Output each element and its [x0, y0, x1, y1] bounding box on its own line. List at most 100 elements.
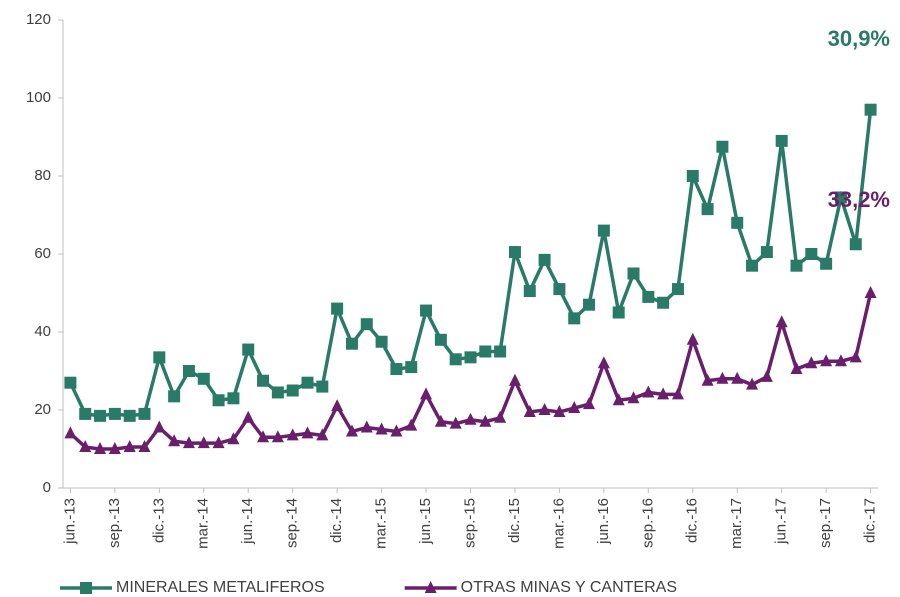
data-point: [864, 103, 877, 116]
y-tick-label: 40: [34, 323, 51, 340]
data-point: [612, 306, 625, 319]
x-tick-label: jun.-17: [773, 498, 790, 545]
data-point: [138, 407, 151, 420]
data-point: [182, 436, 195, 449]
data-point: [657, 387, 670, 400]
data-point: [64, 376, 77, 389]
data-point: [686, 332, 699, 345]
x-tick-label: sep.-14: [284, 498, 301, 548]
data-point: [553, 283, 566, 296]
data-point: [168, 390, 181, 403]
data-point: [612, 393, 625, 406]
data-point: [434, 333, 447, 346]
x-tick-label: mar.-17: [728, 498, 745, 549]
data-point: [731, 216, 744, 229]
data-point: [731, 371, 744, 384]
data-point: [775, 134, 788, 147]
data-point: [494, 345, 507, 358]
data-point: [227, 392, 240, 405]
data-point: [123, 440, 136, 453]
data-point: [790, 259, 803, 272]
data-point: [686, 170, 699, 182]
data-point: [834, 191, 847, 204]
data-point: [597, 224, 610, 237]
data-point: [464, 351, 477, 364]
data-point: [538, 403, 551, 415]
data-point: [805, 356, 818, 369]
data-point: [627, 391, 640, 404]
data-point: [508, 373, 521, 386]
data-point: [271, 386, 284, 399]
y-tick-label: 100: [26, 89, 51, 106]
data-point: [390, 424, 403, 437]
data-point: [568, 312, 581, 325]
annotation: 33,2%: [828, 187, 890, 212]
data-point: [479, 414, 492, 427]
data-point: [257, 430, 270, 443]
data-point: [420, 304, 433, 317]
data-point: [153, 351, 166, 364]
data-point: [479, 345, 492, 358]
x-tick-label: sep.-13: [106, 498, 123, 548]
data-point: [108, 442, 121, 454]
data-point: [94, 442, 107, 454]
legend-marker: [424, 581, 437, 593]
x-tick-label: dic.-16: [684, 498, 701, 543]
data-point: [523, 404, 536, 417]
data-point: [864, 286, 877, 298]
data-point: [257, 374, 270, 387]
data-point: [108, 407, 121, 420]
x-tick-label: sep.-15: [461, 498, 478, 548]
data-point: [153, 420, 166, 433]
data-point: [568, 401, 581, 414]
data-point: [375, 422, 388, 435]
data-point: [79, 407, 92, 420]
x-tick-label: dic.-17: [862, 498, 879, 543]
data-point: [464, 412, 477, 425]
x-tick-label: mar.-15: [373, 498, 390, 549]
annotation: 30,9%: [828, 26, 890, 51]
data-point: [331, 302, 344, 315]
data-point: [849, 238, 862, 251]
data-point: [746, 259, 759, 272]
data-point: [642, 290, 655, 303]
data-point: [123, 409, 136, 422]
data-point: [449, 353, 462, 366]
data-point: [79, 440, 92, 453]
x-tick-label: jun.-13: [61, 498, 78, 545]
data-point: [138, 440, 151, 453]
data-point: [345, 424, 358, 437]
data-point: [642, 385, 655, 398]
data-point: [345, 337, 358, 350]
data-point: [197, 436, 210, 449]
data-point: [420, 387, 433, 400]
data-point: [375, 335, 388, 348]
data-point: [583, 397, 596, 410]
data-point: [701, 373, 714, 386]
data-point: [94, 409, 107, 422]
data-point: [242, 343, 255, 356]
y-tick-label: 120: [26, 11, 51, 28]
x-tick-label: mar.-14: [195, 498, 212, 549]
data-point: [331, 399, 344, 412]
data-point: [182, 365, 195, 377]
y-tick-label: 60: [34, 245, 51, 262]
data-point: [671, 283, 684, 296]
data-point: [271, 430, 284, 443]
data-point: [286, 384, 299, 397]
data-point: [360, 420, 373, 433]
data-point: [242, 410, 255, 423]
x-tick-label: sep.-17: [817, 498, 834, 548]
data-point: [538, 253, 551, 266]
y-tick-label: 20: [34, 401, 51, 418]
x-tick-label: dic.-13: [150, 498, 167, 543]
data-point: [64, 426, 77, 439]
data-point: [227, 432, 240, 445]
data-point: [820, 257, 833, 270]
data-point: [597, 356, 610, 369]
data-point: [716, 371, 729, 384]
data-point: [405, 418, 418, 431]
data-point: [671, 387, 684, 400]
data-point: [449, 416, 462, 429]
